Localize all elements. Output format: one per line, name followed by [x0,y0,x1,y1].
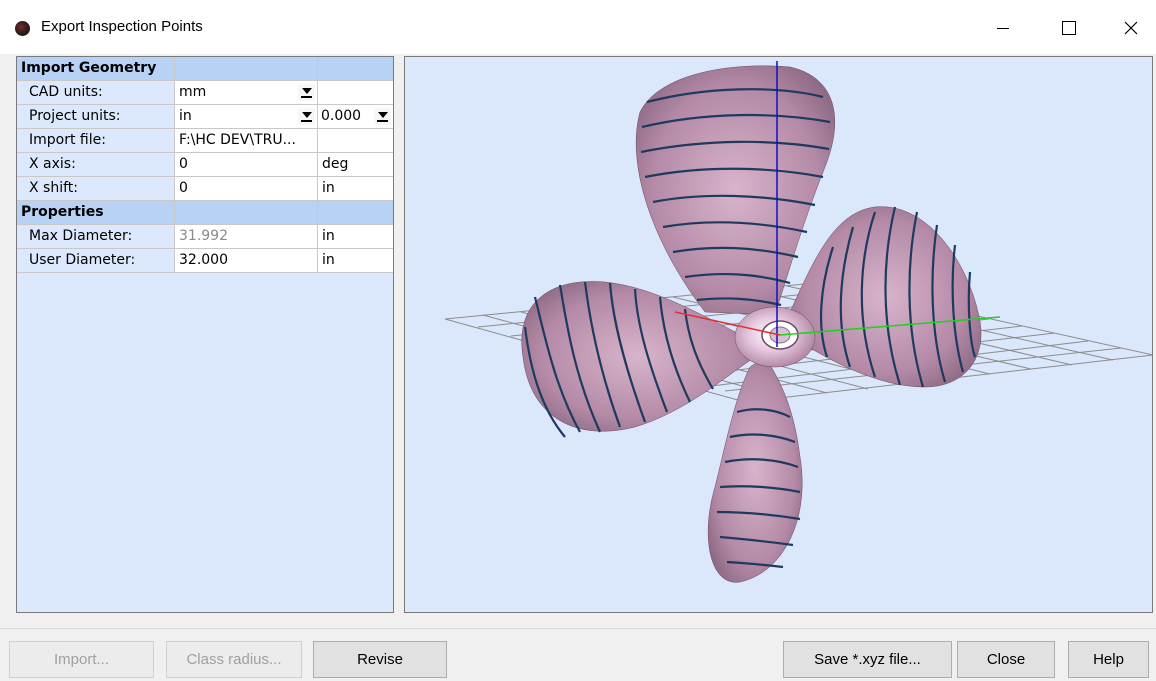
x-shift-label: X shift: [17,177,175,201]
cad-units-value: mm [179,84,207,100]
project-units-value: in [179,108,192,124]
section-import-geometry-label: Import Geometry [17,57,175,81]
propeller-3d-viewport[interactable] [404,56,1153,613]
cad-units-select[interactable]: mm [175,81,318,105]
help-button[interactable]: Help [1068,641,1149,678]
close-icon [1124,21,1138,35]
section-lines [523,88,977,569]
minimize-button[interactable] [980,10,1026,46]
import-file-row: Import file: F:\HC DEV\TRU... [17,129,393,153]
x-axis-row: X axis: 0 deg [17,153,393,177]
import-file-field[interactable]: F:\HC DEV\TRU... [175,129,318,153]
section-properties-label: Properties [17,201,175,225]
save-xyz-button[interactable]: Save *.xyz file... [783,641,952,678]
dropdown-arrow-icon[interactable] [298,84,315,101]
maximize-icon [1062,21,1076,35]
app-sphere-icon [15,21,30,36]
cad-units-label: CAD units: [17,81,175,105]
section-import-geometry: Import Geometry [17,57,393,81]
precision-select[interactable]: 0.000 [318,105,393,129]
import-button[interactable]: Import... [9,641,154,678]
x-shift-unit: in [318,177,393,201]
user-diameter-unit: in [318,249,393,273]
precision-value: 0.000 [321,108,362,124]
x-shift-row: X shift: 0 in [17,177,393,201]
x-axis-label: X axis: [17,153,175,177]
max-diameter-row: Max Diameter: 31.992 in [17,225,393,249]
class-radius-button[interactable]: Class radius... [166,641,302,678]
max-diameter-label: Max Diameter: [17,225,175,249]
propeller-blades [521,65,982,583]
close-window-button[interactable] [1108,10,1154,46]
x-axis-field[interactable]: 0 [175,153,318,177]
max-diameter-value: 31.992 [175,225,318,249]
y-axis-line [779,316,1001,336]
project-units-select[interactable]: in [175,105,318,129]
revise-button[interactable]: Revise [313,641,447,678]
maximize-button[interactable] [1046,10,1092,46]
bottom-separator [0,628,1156,629]
user-diameter-label: User Diameter: [17,249,175,273]
property-grid-panel: Import Geometry CAD units: mm Project un… [16,56,394,613]
title-bar[interactable]: Export Inspection Points [0,0,1156,54]
propeller-model-graphic [444,61,1152,583]
user-diameter-row: User Diameter: 32.000 in [17,249,393,273]
max-diameter-unit: in [318,225,393,249]
x-axis-unit: deg [318,153,393,177]
project-units-row: Project units: in 0.000 [17,105,393,129]
import-file-label: Import file: [17,129,175,153]
user-diameter-field[interactable]: 32.000 [175,249,318,273]
project-units-label: Project units: [17,105,175,129]
window-title: Export Inspection Points [41,18,203,35]
minimize-icon [997,27,1009,29]
dropdown-arrow-icon[interactable] [374,108,391,125]
close-button[interactable]: Close [957,641,1055,678]
cad-units-row: CAD units: mm [17,81,393,105]
dropdown-arrow-icon[interactable] [298,108,315,125]
x-shift-field[interactable]: 0 [175,177,318,201]
x-axis-line [674,311,781,336]
section-properties: Properties [17,201,393,225]
